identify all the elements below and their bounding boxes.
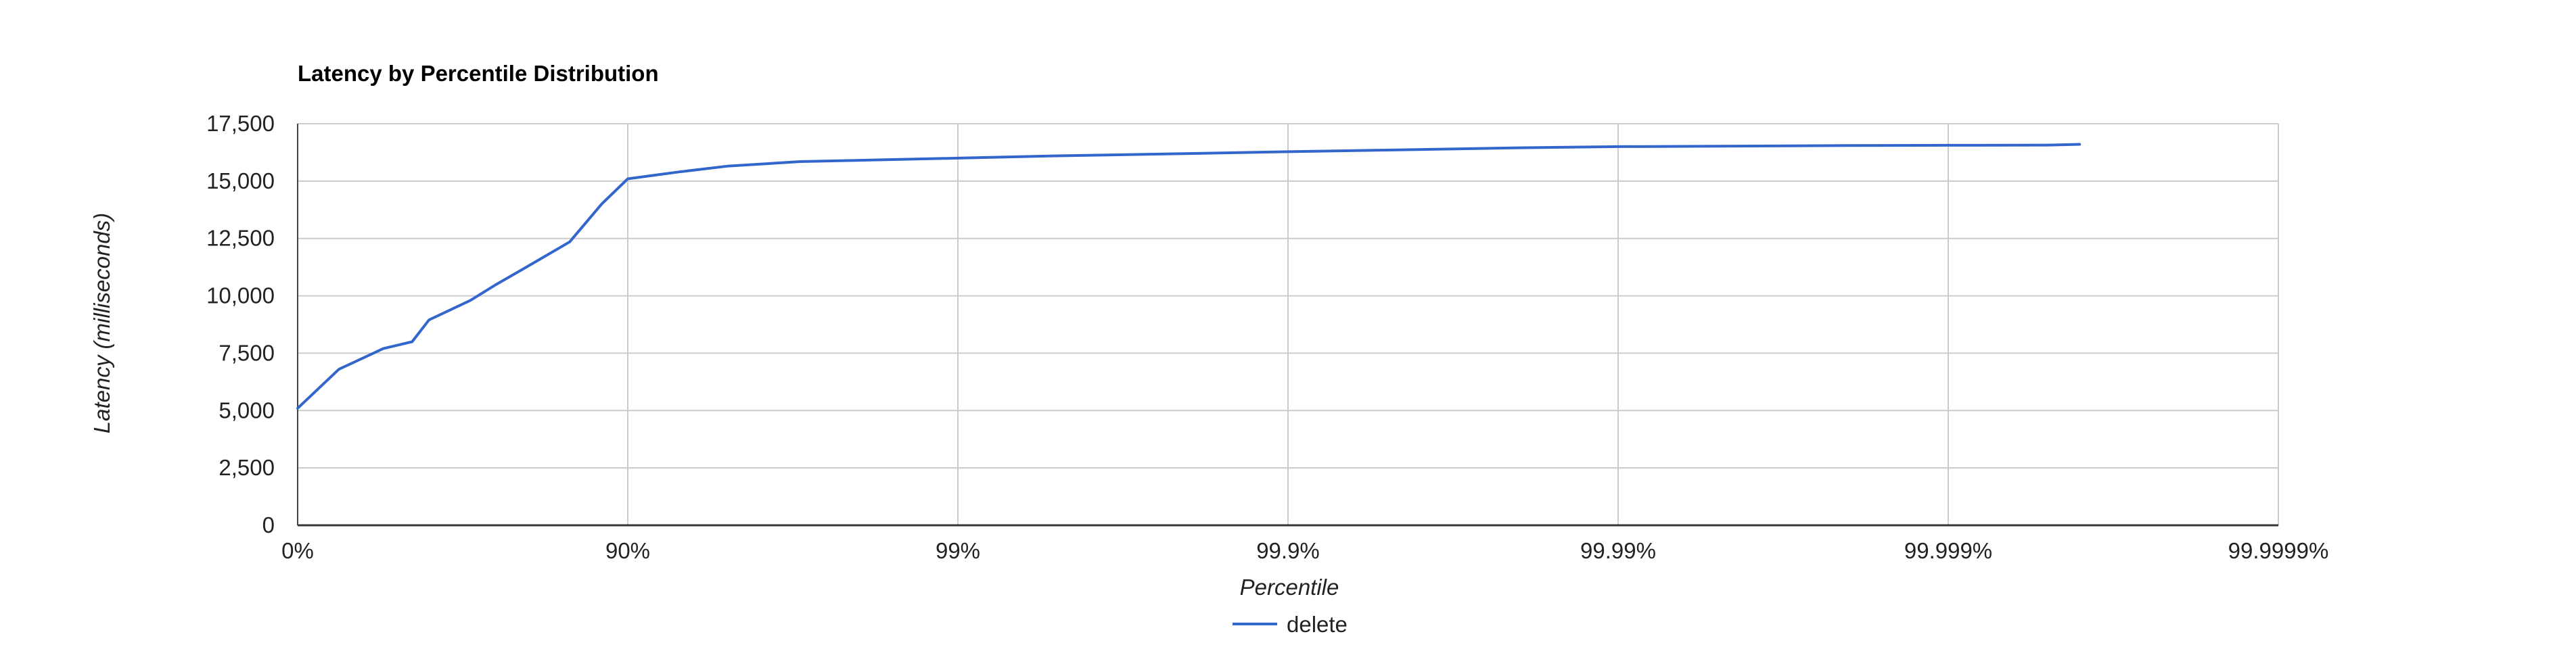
x-tick-label: 99%: [936, 538, 980, 563]
y-axis-title: Latency (milliseconds): [89, 213, 114, 433]
y-tick-label: 15,000: [206, 168, 275, 193]
x-tick-label: 99.99%: [1580, 538, 1656, 563]
y-tick-label: 17,500: [206, 111, 275, 136]
y-tick-label: 5,000: [218, 398, 275, 423]
axes: 0 2,500 5,000 7,500 10,000 12,500 15,000 17,500…: [206, 111, 2328, 563]
x-tick-label: 0%: [281, 538, 314, 563]
x-tick-label: 99.9%: [1256, 538, 1320, 563]
chart-title: Latency by Percentile Distribution: [298, 61, 659, 86]
legend-label: delete: [1287, 612, 1348, 637]
series: [296, 143, 2082, 410]
y-tick-label: 0: [262, 512, 275, 537]
y-tick-label: 10,000: [206, 283, 275, 308]
x-tick-label: 99.999%: [1904, 538, 1992, 563]
series-line-delete: [296, 143, 2082, 410]
y-tick-label: 7,500: [218, 340, 275, 365]
y-tick-label: 2,500: [218, 455, 275, 480]
x-tick-label: 90%: [605, 538, 650, 563]
grid: [298, 123, 2279, 525]
y-tick-label: 12,500: [206, 226, 275, 251]
x-tick-label: 99.9999%: [2228, 538, 2329, 563]
x-axis-title: Percentile: [1240, 575, 1339, 600]
legend: delete: [1233, 612, 1348, 637]
